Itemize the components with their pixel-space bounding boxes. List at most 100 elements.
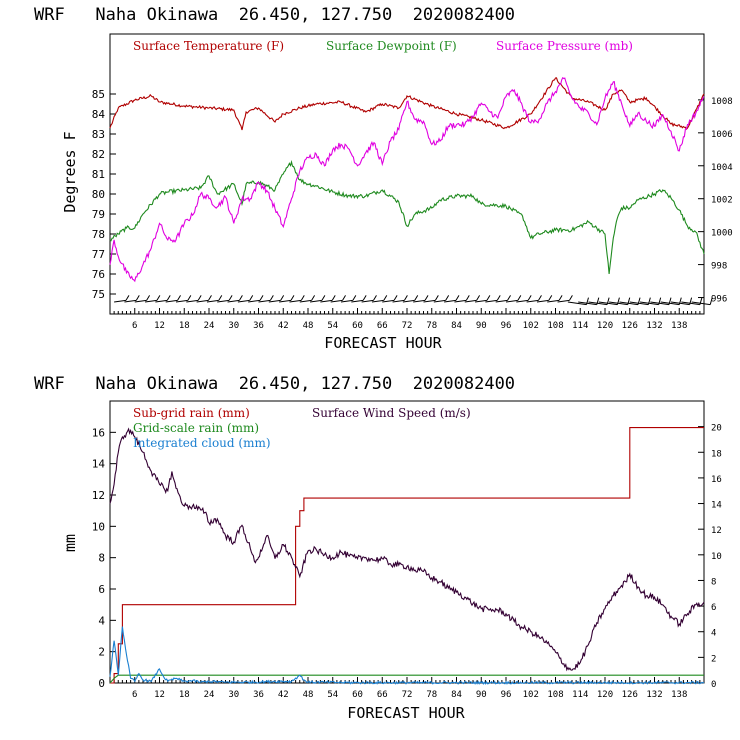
panel2-x-tick-label: 54 (327, 690, 338, 700)
wind-barb-flag (424, 295, 429, 301)
wind-barb-flag (300, 295, 305, 301)
wind-barb-staff (536, 299, 549, 303)
panel1-x-tick-label: 36 (253, 321, 264, 331)
panel2-y-tick-label: 2 (98, 646, 105, 659)
panel2-y-tick-label: 8 (98, 552, 105, 565)
panel1-x-tick-label: 132 (646, 321, 662, 331)
panel2-y-ticks: 0 2 4 6 8 10 12 14 16 (92, 426, 116, 690)
panel2-x-tick-label: 132 (646, 690, 662, 700)
wind-barb-flag (290, 295, 295, 301)
panel1-y2-tick-label: 1002 (711, 196, 733, 206)
wind-barb-staff (567, 301, 587, 306)
panel2-x-tick-label: 102 (523, 690, 539, 700)
panel1-x-tick-label: 78 (426, 321, 437, 331)
wind-barb-staff (650, 301, 670, 306)
wind-barb-staff (309, 299, 322, 303)
wind-barb-staff (134, 299, 147, 303)
panel2-series-surface-wind-speed-m-s (109, 427, 705, 672)
wind-barb-staff (155, 299, 168, 303)
panel2-x-tick-label: 12 (154, 690, 165, 700)
panel2-x-ticks: 6 12 18 24 30 36 42 48 54 60 66 72 78 84 90 96 102 108 114… (109, 677, 705, 700)
panel2-x-tick-label: 84 (451, 690, 462, 700)
panel1-y-tick-label: 83 (92, 128, 105, 141)
wind-barb-flag (177, 295, 181, 301)
wind-barb-flag (527, 295, 532, 301)
wind-barb-staff (433, 299, 446, 303)
wind-barb-staff (444, 299, 457, 303)
wind-barbs (114, 295, 713, 306)
wind-barb-staff (464, 299, 477, 303)
wind-barb-flag (146, 295, 151, 301)
panel1-x-tick-label: 6 (132, 321, 137, 331)
wind-barb-staff (340, 299, 353, 303)
panel1-xlabel: FORECAST HOUR (324, 334, 442, 352)
panel2-x-tick-label: 126 (622, 690, 638, 700)
panel2-y-tick-label: 4 (98, 614, 105, 627)
panel1-x-tick-label: 102 (523, 321, 539, 331)
wind-barb-staff (289, 299, 302, 303)
panel1-y2-tick-label: 1006 (711, 130, 733, 140)
panel1-series-surface-dewpoint-f (109, 159, 705, 275)
panel1-x-tick-label: 60 (352, 321, 363, 331)
panel2-y2-tick-label: 2 (711, 654, 716, 664)
panel2-x-tick-label: 24 (204, 690, 215, 700)
wind-barb-flag (249, 295, 254, 301)
wind-barb-staff (598, 301, 618, 306)
panel2-x-tick-label: 6 (132, 690, 137, 700)
wind-barb-staff (516, 299, 529, 303)
wind-barb-flag (455, 295, 460, 301)
panel1-y-tick-label: 81 (92, 168, 105, 181)
panel1-x-tick-label: 30 (228, 321, 239, 331)
panel2-y2-tick-label: 12 (711, 526, 722, 536)
wind-barb-staff (165, 299, 178, 303)
panel2-y2-ticks: 0 2 4 6 8 10 12 14 16 18 20 (698, 424, 722, 690)
panel2-y2-tick-label: 8 (711, 577, 716, 587)
wind-barb-staff (124, 299, 137, 303)
wind-barb-staff (175, 299, 188, 303)
panel1-x-tick-label: 48 (303, 321, 314, 331)
panel2-series-integrated-cloud-mm (109, 626, 705, 686)
wind-barb-flag (548, 295, 553, 301)
wind-barb-flag (393, 295, 398, 301)
panel1-y-tick-label: 75 (92, 288, 105, 301)
wind-barb-staff (206, 299, 219, 303)
wind-barb-staff (639, 301, 659, 306)
wind-barb-flag (403, 295, 408, 301)
panel1-y-tick-label: 78 (92, 228, 105, 241)
precip-wind-panel: WRF Naha Okinawa 26.450, 127.750 2020082… (34, 374, 722, 722)
wind-barb-flag (208, 295, 212, 301)
wind-barb-flag (362, 295, 367, 301)
panel2-title: WRF Naha Okinawa 26.450, 127.750 2020082… (34, 374, 515, 394)
panel1-y2-tick-label: 996 (711, 295, 727, 305)
wind-barb-flag (373, 295, 377, 301)
legend-dewpoint: Surface Dewpoint (F) (326, 39, 457, 53)
panel1-x-tick-label: 54 (327, 321, 338, 331)
wind-barb-staff (371, 299, 384, 303)
wind-barb-flag (259, 295, 264, 301)
panel2-x-tick-label: 90 (476, 690, 487, 700)
panel2-y-tick-label: 16 (92, 426, 105, 439)
legend-subgrid-rain: Sub-grid rain (mm) (133, 406, 250, 420)
wind-barb-flag (280, 295, 285, 301)
wind-barb-staff (423, 299, 436, 303)
wind-barb-staff (320, 299, 333, 303)
panel2-x-tick-label: 36 (253, 690, 264, 700)
wind-barb-staff (681, 301, 700, 306)
wind-barb-flag (321, 295, 326, 301)
wind-barb-flag (496, 295, 501, 301)
wind-barb-flag (166, 295, 171, 301)
panel2-y2-tick-label: 20 (711, 424, 722, 434)
panel2-y2-tick-label: 4 (711, 629, 716, 639)
panel2-y-tick-label: 12 (92, 489, 105, 502)
panel2-x-tick-label: 78 (426, 690, 437, 700)
wind-barb-staff (351, 299, 364, 303)
panel2-y2-tick-label: 18 (711, 449, 722, 459)
wind-barb-staff (485, 299, 498, 303)
wind-barb-flag (135, 295, 140, 301)
wind-barb-staff (660, 301, 680, 306)
wind-barb-staff (186, 299, 199, 303)
wind-barb-flag (568, 295, 573, 301)
panel1-y-tick-label: 82 (92, 148, 105, 161)
wind-barb-flag (414, 295, 419, 301)
wind-barb-staff (144, 299, 157, 303)
